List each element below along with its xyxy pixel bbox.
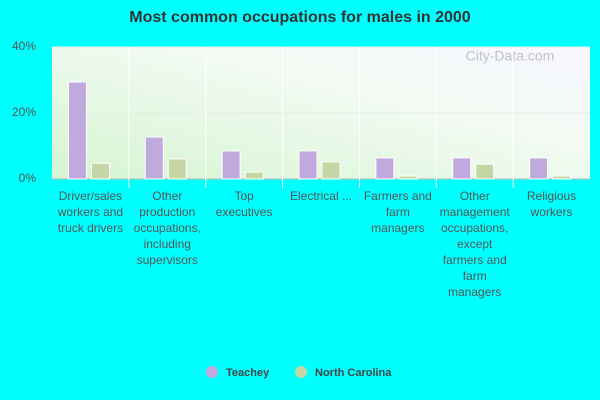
bar xyxy=(167,158,187,180)
y-tick-label: 0% xyxy=(19,171,37,185)
bar xyxy=(529,157,549,180)
bar xyxy=(244,171,264,180)
x-tick-label: Farmers and farm managers xyxy=(363,189,432,235)
legend-marker xyxy=(206,366,218,378)
chart-title: Most common occupations for males in 200… xyxy=(129,9,471,26)
bar xyxy=(298,150,318,180)
x-tick-label: Driver/sales workers and truck drivers xyxy=(57,189,124,235)
bar xyxy=(221,150,241,180)
bar xyxy=(552,175,572,180)
y-tick-label: 40% xyxy=(12,39,36,53)
x-tick-label: Other production occupations, including … xyxy=(133,189,201,267)
legend-marker xyxy=(295,366,307,378)
bar xyxy=(144,136,164,180)
legend-label: Teachey xyxy=(226,367,270,379)
x-tick-label: Electrical ... xyxy=(289,189,352,203)
x-tick-label: Top executives xyxy=(215,189,273,219)
x-tick-label: Other management occupations, except far… xyxy=(439,189,510,299)
bar xyxy=(90,162,110,180)
y-tick-label: 20% xyxy=(12,105,36,119)
x-tick-label: Religious workers xyxy=(526,189,577,219)
bar xyxy=(375,157,395,180)
watermark: City-Data.com xyxy=(466,48,555,64)
bar xyxy=(321,161,341,180)
legend-label: North Carolina xyxy=(315,367,392,379)
bar xyxy=(67,81,87,180)
bar xyxy=(475,163,495,180)
bar xyxy=(398,175,418,180)
bar xyxy=(452,157,472,180)
